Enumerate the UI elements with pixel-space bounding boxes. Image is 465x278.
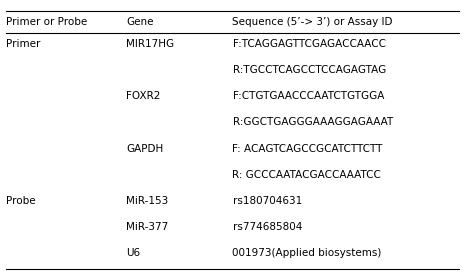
Text: Primer or Probe: Primer or Probe — [6, 17, 87, 27]
Text: R: GCCCAATACGACCAAATCC: R: GCCCAATACGACCAAATCC — [232, 170, 381, 180]
Text: GAPDH: GAPDH — [126, 144, 163, 154]
Text: Gene: Gene — [126, 17, 154, 27]
Text: rs774685804: rs774685804 — [232, 222, 302, 232]
Text: R:TGCCTCAGCCTCCAGAGTAG: R:TGCCTCAGCCTCCAGAGTAG — [232, 65, 386, 75]
Text: 001973(Applied biosystems): 001973(Applied biosystems) — [232, 248, 382, 258]
Text: FOXR2: FOXR2 — [126, 91, 160, 101]
Text: U6: U6 — [126, 248, 140, 258]
Text: Primer: Primer — [6, 39, 40, 49]
Text: F: ACAGTCAGCCGCATCTTCTT: F: ACAGTCAGCCGCATCTTCTT — [232, 144, 383, 154]
Text: MIR17HG: MIR17HG — [126, 39, 174, 49]
Text: F:TCAGGAGTTCGAGACCAACC: F:TCAGGAGTTCGAGACCAACC — [232, 39, 385, 49]
Text: R:GGCTGAGGGAAAGGAGAAAT: R:GGCTGAGGGAAAGGAGAAAT — [232, 118, 393, 128]
Text: MiR-153: MiR-153 — [126, 196, 168, 206]
Text: F:CTGTGAACCCAATCTGTGGA: F:CTGTGAACCCAATCTGTGGA — [232, 91, 384, 101]
Text: Probe: Probe — [6, 196, 36, 206]
Text: rs180704631: rs180704631 — [232, 196, 302, 206]
Text: MiR-377: MiR-377 — [126, 222, 168, 232]
Text: Sequence (5’-> 3’) or Assay ID: Sequence (5’-> 3’) or Assay ID — [232, 17, 393, 27]
